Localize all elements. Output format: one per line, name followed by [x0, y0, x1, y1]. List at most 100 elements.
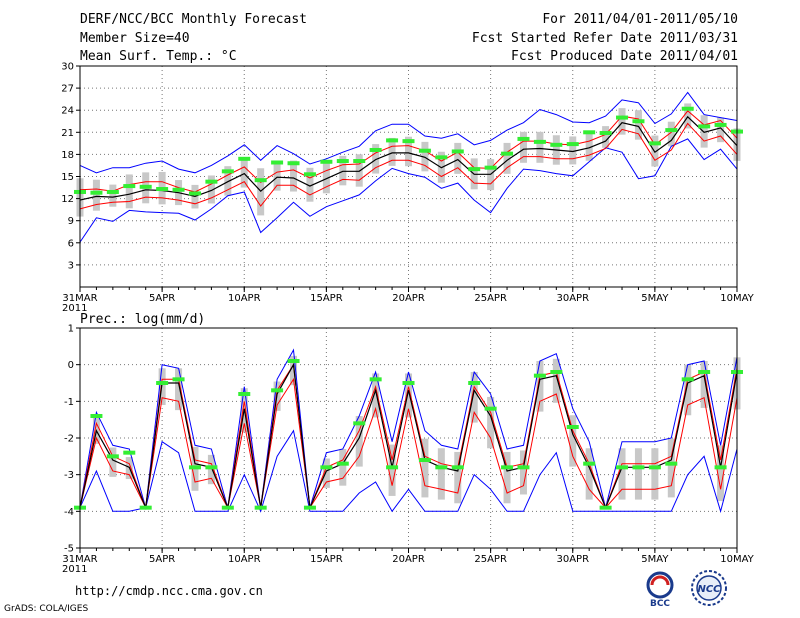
member-size: Member Size=40	[80, 31, 190, 46]
observation-marker	[648, 465, 661, 470]
observation-marker	[632, 119, 645, 124]
variable-label: Mean Surf. Temp.: °C	[80, 49, 237, 64]
spread-bar	[421, 438, 429, 498]
x-tick-label: 31MAR	[62, 554, 97, 565]
spread-bar	[618, 108, 626, 135]
observation-marker	[254, 178, 267, 183]
observation-marker	[106, 454, 119, 459]
spread-bar	[109, 184, 117, 207]
observation-marker	[139, 505, 152, 510]
ncc-logo: NCC	[691, 570, 727, 606]
spread-bar	[125, 174, 133, 209]
bcc-logo-text: BCC	[650, 599, 670, 608]
observation-marker	[533, 373, 546, 378]
observation-marker	[468, 381, 481, 385]
observation-marker	[501, 465, 514, 470]
spread-bar	[355, 416, 363, 467]
y-tick-label: 18	[61, 150, 74, 161]
x-year-label: 2011	[62, 303, 87, 314]
x-tick-label: 25APR	[474, 554, 507, 565]
x-tick-label: 31MAR	[62, 293, 97, 304]
observation-marker	[418, 458, 431, 462]
spread-bar	[175, 368, 183, 411]
y-tick-label: 9	[68, 216, 74, 227]
observation-marker	[648, 141, 661, 146]
observation-marker	[566, 425, 579, 429]
spread-bar	[634, 448, 642, 500]
observation-marker	[139, 184, 152, 189]
spread-bar	[388, 137, 396, 166]
x-tick-label: 5APR	[149, 554, 175, 565]
observation-marker	[714, 465, 727, 470]
observation-marker	[566, 142, 579, 147]
observation-marker	[714, 122, 727, 127]
spread-bar	[536, 131, 544, 163]
x-tick-label: 15APR	[310, 293, 343, 304]
forecast-start-date: Fcst Started Refer Date 2011/03/31	[471, 31, 738, 46]
observation-marker	[123, 184, 136, 189]
observation-marker	[90, 190, 103, 195]
observation-marker	[238, 156, 251, 161]
x-tick-label: 10APR	[228, 293, 261, 304]
spread-bar	[487, 396, 495, 449]
y-tick-label: -1	[64, 397, 74, 408]
y-tick-label: -3	[64, 470, 74, 481]
series-line-mean-minus-spread	[79, 377, 738, 510]
forecast-period: For 2011/04/01-2011/05/10	[542, 12, 738, 27]
observation-marker	[550, 142, 563, 147]
spread-bar	[207, 454, 215, 485]
observation-marker	[698, 370, 711, 374]
observation-marker	[599, 131, 612, 136]
spread-bar	[372, 373, 380, 418]
observation-marker	[484, 406, 497, 411]
observation-marker	[402, 381, 415, 385]
y-tick-label: 30	[61, 62, 74, 73]
series-line-mean-minus-spread	[79, 122, 738, 210]
panel-temp: 3 6 9 12 15 18 21 24 27 30 31MAR 5APR 10APR 15APR 20AP…	[61, 62, 754, 315]
observation-marker	[583, 461, 596, 466]
spread-bar	[405, 136, 412, 167]
observation-marker	[336, 159, 349, 164]
spread-bar	[519, 450, 527, 495]
observation-marker	[353, 421, 366, 426]
x-tick-label: 10APR	[228, 554, 261, 565]
spread-bar	[454, 451, 462, 504]
observation-marker	[484, 165, 497, 170]
x-tick-label: 5MAY	[641, 293, 669, 304]
source-url[interactable]: http://cmdp.ncc.cma.gov.cn	[75, 584, 263, 598]
observation-marker	[188, 465, 201, 470]
y-tick-label: -4	[64, 507, 74, 518]
spread-bar	[519, 131, 527, 163]
spread-bar	[372, 144, 380, 174]
x-tick-label: 25APR	[474, 293, 507, 304]
series-line-mean-plus-spread	[79, 363, 738, 510]
spread-bar	[290, 355, 298, 386]
spread-bar	[290, 160, 298, 192]
series-line-min	[79, 429, 738, 514]
x-tick-label: 10MAY	[720, 293, 754, 304]
observation-marker	[501, 151, 514, 156]
spread-bar	[322, 458, 330, 488]
spread-bar	[667, 121, 675, 147]
observation-marker	[156, 187, 169, 192]
observation-marker	[665, 128, 678, 133]
observation-marker	[451, 465, 464, 470]
spread-bar	[700, 361, 708, 408]
observation-marker	[402, 139, 415, 144]
observation-marker	[665, 461, 678, 466]
spread-bar	[454, 142, 462, 174]
observation-marker	[533, 139, 546, 144]
spread-bar	[224, 166, 232, 196]
x-tick-label: 5APR	[149, 293, 175, 304]
observation-marker	[123, 450, 136, 455]
y-tick-label: 1	[68, 324, 74, 335]
spread-bar	[421, 141, 429, 172]
spread-bar	[684, 103, 692, 129]
observation-marker	[632, 465, 645, 470]
spread-bar	[503, 142, 511, 174]
x-tick-label: 20APR	[392, 293, 425, 304]
observation-marker	[90, 414, 103, 418]
observation-marker	[681, 106, 694, 111]
observation-marker	[435, 465, 448, 470]
observation-marker	[205, 465, 218, 470]
